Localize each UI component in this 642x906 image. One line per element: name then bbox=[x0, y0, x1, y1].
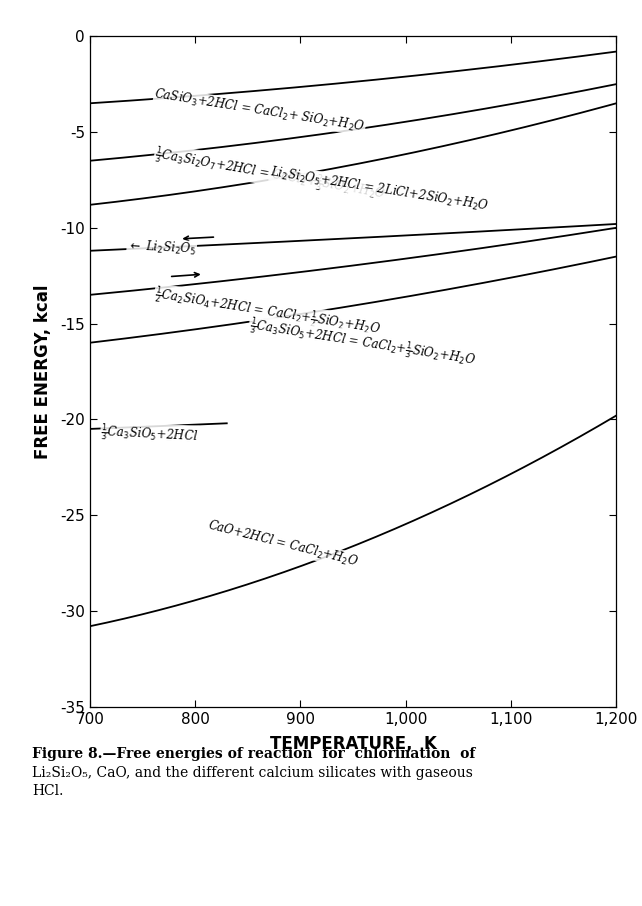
Text: HCl.: HCl. bbox=[32, 784, 64, 797]
Text: $\leftarrow$ Li$_2$Si$_2$O$_5$: $\leftarrow$ Li$_2$Si$_2$O$_5$ bbox=[126, 238, 196, 258]
Text: CaSiO$_3$+2HCl = CaCl$_2$+ SiO$_2$+H$_2$O: CaSiO$_3$+2HCl = CaCl$_2$+ SiO$_2$+H$_2$… bbox=[153, 86, 366, 136]
Text: CaO+2HCl = CaCl$_2$+H$_2$O: CaO+2HCl = CaCl$_2$+H$_2$O bbox=[205, 517, 360, 571]
Text: Li$_2$Si$_2$O$_5$+2HCl = 2LiCl+2SiO$_2$+H$_2$O: Li$_2$Si$_2$O$_5$+2HCl = 2LiCl+2SiO$_2$+… bbox=[269, 164, 490, 215]
Y-axis label: FREE ENERGY, kcal: FREE ENERGY, kcal bbox=[34, 284, 52, 458]
Text: $\frac{1}{3}$Ca$_3$Si$_2$O$_7$+2HCl = CaCl$_2$+$\frac{2}{3}$SiO$_2$+H$_2$O: $\frac{1}{3}$Ca$_3$Si$_2$O$_7$+2HCl = Ca… bbox=[153, 143, 388, 205]
Text: Figure 8.—Free energies of reaction  for  chlorination  of: Figure 8.—Free energies of reaction for … bbox=[32, 747, 476, 761]
Text: $\frac{1}{3}$Ca$_3$SiO$_5$+2HCl = CaCl$_2$+$\frac{1}{3}$SiO$_2$+H$_2$O: $\frac{1}{3}$Ca$_3$SiO$_5$+2HCl = CaCl$_… bbox=[248, 314, 477, 371]
Text: Li₂Si₂O₅, CaO, and the different calcium silicates with gaseous: Li₂Si₂O₅, CaO, and the different calcium… bbox=[32, 766, 473, 779]
Text: $\frac{1}{2}$Ca$_2$SiO$_4$+2HCl = CaCl$_2$+$\frac{1}{2}$SiO$_2$+H$_2$O: $\frac{1}{2}$Ca$_2$SiO$_4$+2HCl = CaCl$_… bbox=[153, 284, 382, 341]
X-axis label: TEMPERATURE,  K: TEMPERATURE, K bbox=[270, 735, 437, 753]
Text: $\frac{1}{3}$Ca$_3$SiO$_5$+2HCl: $\frac{1}{3}$Ca$_3$SiO$_5$+2HCl bbox=[100, 421, 199, 448]
